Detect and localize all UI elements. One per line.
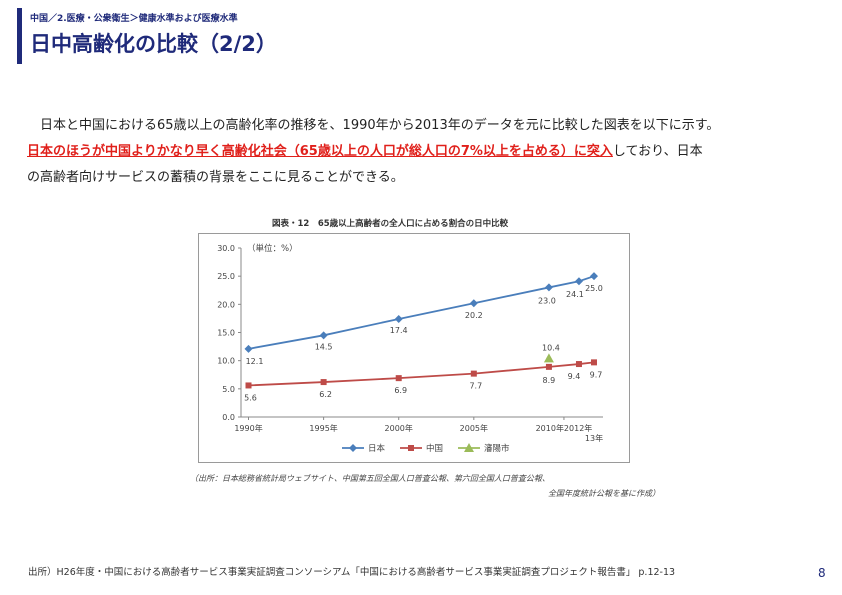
body-highlight: 日本のほうが中国よりかなり早く高齢化社会（65歳以上の人口が総人口の7%以上を占… (27, 144, 613, 159)
y-tick-label: 15.0 (217, 329, 235, 338)
x-tick-label: 1990年 (234, 423, 262, 433)
japan-data-label: 24.1 (566, 290, 584, 299)
shenyang-data-label: 10.4 (542, 343, 560, 352)
x-tick-label: 1995年 (309, 423, 337, 433)
china-point (245, 382, 252, 389)
japan-data-label: 23.0 (538, 296, 556, 305)
body-line-2-tail: しており、日本 (612, 144, 703, 159)
japan-data-label: 14.5 (315, 342, 333, 351)
body-line-3: の高齢者向けサービスの蓄積の背景をここに見ることができる。 (27, 170, 404, 185)
china-data-label: 9.4 (568, 372, 581, 381)
chart-source-line-1: （出所：日本総務省統計局ウェブサイト、中国第五回全国人口普査公報、第六回全国人口… (190, 474, 550, 483)
x-tick-label: 2010年2012年 (536, 423, 593, 433)
japan-point (574, 277, 583, 286)
china-point (408, 445, 414, 451)
line-chart: 0.0 5.0 10.0 15.0 20.0 25.0 30.0 （単位：%） 1990年 199… (217, 243, 603, 454)
japan-point (469, 299, 478, 308)
japan-legend-label: 日本 (368, 443, 386, 454)
japan-data-label: 20.2 (465, 311, 483, 320)
y-tick-label: 25.0 (217, 272, 235, 281)
body-line-1: 日本と中国における65歳以上の高齢化率の推移を、1990年から2013年のデータ… (40, 118, 720, 133)
chart-source: （出所：日本総務省統計局ウェブサイト、中国第五回全国人口普査公報、第六回全国人口… (190, 471, 660, 501)
y-tick-label: 20.0 (217, 300, 235, 309)
china-point (590, 359, 597, 366)
china-point (545, 363, 552, 370)
japan-data-label: 25.0 (585, 284, 603, 293)
china-data-label: 8.9 (543, 376, 556, 385)
japan-point (589, 272, 598, 281)
china-data-label: 5.6 (244, 393, 257, 402)
y-tick-label: 30.0 (217, 244, 235, 253)
chart-title: 図表・12 65歳以上高齢者の全人口に占める割合の日中比較 (272, 219, 509, 229)
x-tick-label-extra: 13年 (585, 433, 603, 443)
title-accent-bar (17, 8, 22, 64)
x-tick-label: 2005年 (460, 423, 488, 433)
japan-point (349, 444, 357, 452)
japan-point (394, 314, 403, 323)
china-legend-label: 中国 (426, 443, 443, 454)
breadcrumb: 中国／2.医療・公衆衛生＞健康水準および医療水準 (30, 14, 238, 24)
page-title: 日中高齢化の比較（2/2） (30, 32, 277, 56)
y-tick-label: 10.0 (217, 357, 235, 366)
page-number: 8 (818, 566, 826, 580)
x-tick-label: 2000年 (385, 423, 413, 433)
china-point (320, 379, 327, 386)
chart-frame: 0.0 5.0 10.0 15.0 20.0 25.0 30.0 （単位：%） 1990年 199… (198, 233, 630, 463)
china-data-label: 6.2 (319, 390, 332, 399)
y-tick-label: 5.0 (222, 385, 235, 394)
unit-label: （単位：%） (247, 243, 298, 254)
japan-data-label: 12.1 (246, 357, 264, 366)
china-data-label: 6.9 (394, 386, 407, 395)
china-data-label: 7.7 (469, 382, 482, 391)
japan-point (319, 331, 328, 340)
chart-source-line-2: 全国年度統計公報を基に作成） (548, 489, 660, 498)
japan-data-label: 17.4 (390, 326, 408, 335)
japan-series-line (248, 275, 595, 350)
y-tick-label: 0.0 (222, 413, 235, 422)
china-data-label: 9.7 (590, 370, 603, 379)
japan-point (244, 344, 253, 353)
body-paragraph: 日本と中国における65歳以上の高齢化率の推移を、1990年から2013年のデータ… (27, 113, 832, 191)
china-point (470, 370, 477, 377)
china-point (395, 375, 402, 382)
footer-source: 出所）H26年度・中国における高齢者サービス事業実証調査コンソーシアム「中国にお… (28, 567, 676, 578)
shenyang-point (464, 443, 474, 452)
china-point (575, 361, 582, 368)
shenyang-point (543, 353, 554, 363)
japan-point (544, 283, 553, 292)
shenyang-legend-label: 瀋陽市 (484, 443, 510, 454)
